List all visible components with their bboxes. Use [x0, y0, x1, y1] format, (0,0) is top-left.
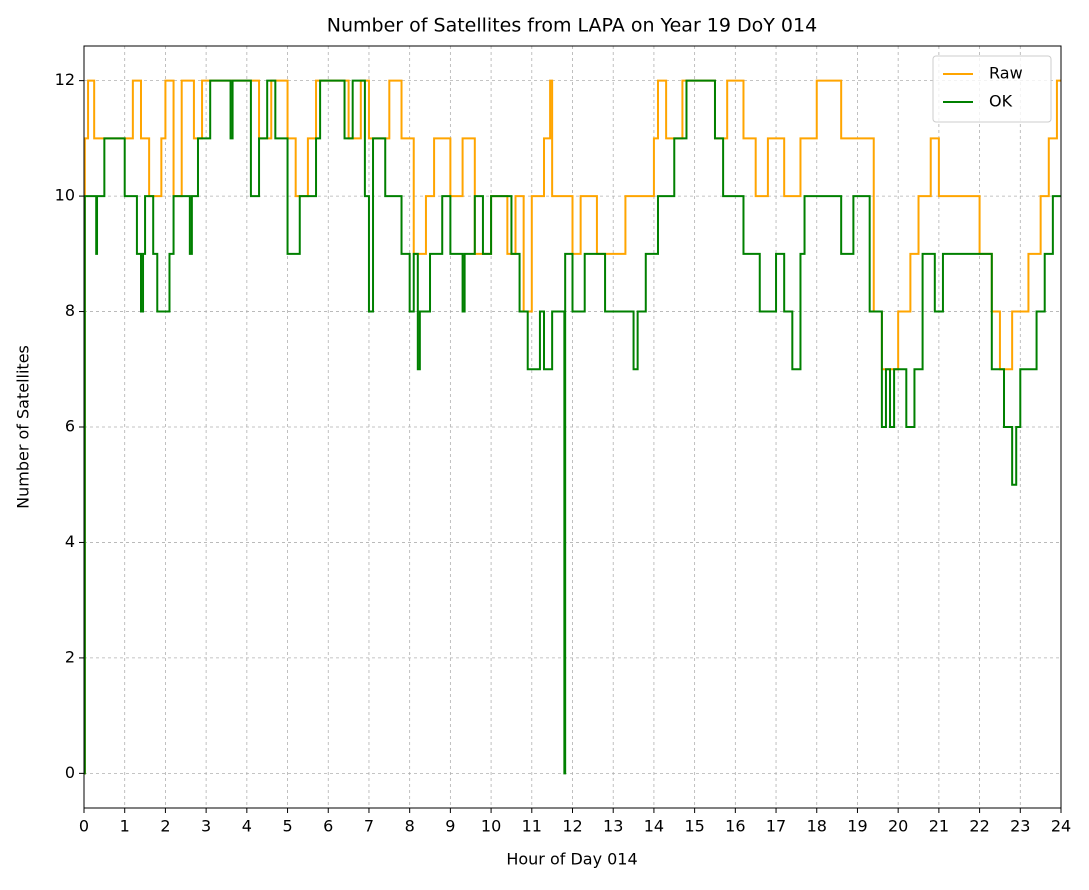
x-tick-label: 4 [242, 817, 252, 836]
x-tick-label: 14 [644, 817, 664, 836]
x-axis-label: Hour of Day 014 [506, 850, 637, 869]
x-tick-label: 5 [282, 817, 292, 836]
legend-label: OK [989, 92, 1013, 111]
x-tick-label: 15 [684, 817, 704, 836]
x-tick-label: 2 [160, 817, 170, 836]
legend-box [932, 55, 1052, 123]
x-tick-label: 7 [364, 817, 374, 836]
x-tick-label: 6 [323, 817, 333, 836]
x-tick-label: 21 [929, 817, 949, 836]
x-tick-label: 19 [847, 817, 867, 836]
chart-title: Number of Satellites from LAPA on Year 1… [327, 15, 817, 37]
x-tick-label: 18 [807, 817, 827, 836]
y-tick-label: 6 [65, 417, 75, 436]
y-axis-label: Number of Satellites [14, 345, 33, 509]
data-line [83, 79, 1061, 775]
data-line [83, 79, 1061, 775]
x-tick-label: 23 [1010, 817, 1030, 836]
x-tick-label: 12 [562, 817, 582, 836]
x-tick-label: 0 [79, 817, 89, 836]
x-tick-label: 22 [969, 817, 989, 836]
x-tick-label: 9 [445, 817, 455, 836]
y-tick-label: 0 [65, 763, 75, 782]
x-tick-label: 20 [888, 817, 908, 836]
y-tick-label: 8 [65, 301, 75, 320]
x-tick-label: 24 [1051, 817, 1071, 836]
plot-frame [83, 45, 1062, 809]
y-tick-label: 12 [55, 70, 75, 89]
y-tick-label: 4 [65, 532, 75, 551]
x-tick-label: 11 [522, 817, 542, 836]
x-tick-label: 10 [481, 817, 501, 836]
x-tick-label: 8 [405, 817, 415, 836]
legend-label: Raw [989, 64, 1023, 83]
x-tick-label: 1 [120, 817, 130, 836]
x-tick-label: 17 [766, 817, 786, 836]
x-tick-label: 16 [725, 817, 745, 836]
x-tick-label: 3 [201, 817, 211, 836]
y-tick-label: 2 [65, 647, 75, 666]
x-tick-label: 13 [603, 817, 623, 836]
y-tick-label: 10 [55, 186, 75, 205]
